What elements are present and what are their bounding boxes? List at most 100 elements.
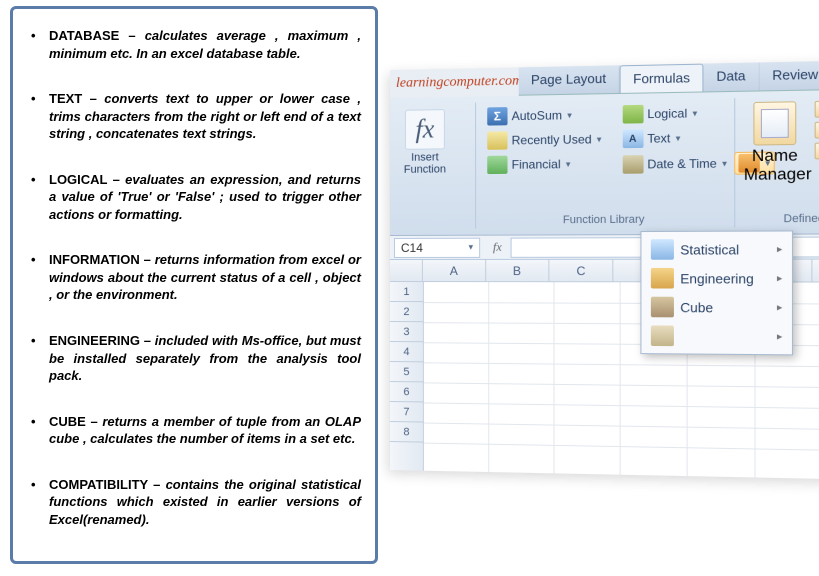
statistical-icon — [651, 239, 674, 260]
dd-label: Statistical — [680, 242, 739, 258]
chevron-down-icon: ▾ — [722, 158, 727, 169]
bullet-list: DATABASE – calculates average , maximum … — [27, 27, 361, 528]
group-title-defined-names: Defined Names — [735, 212, 819, 225]
row-header[interactable]: 2 — [390, 302, 423, 322]
excel-screenshot: learningcomputer.com Page Layout Formula… — [390, 60, 819, 480]
term: DATABASE — [49, 28, 119, 43]
dd-label: Cube — [680, 299, 713, 315]
bullet-information: INFORMATION – returns information from e… — [27, 251, 361, 304]
text-icon: A — [622, 129, 643, 148]
clock-icon — [622, 155, 643, 174]
dropdown-statistical[interactable]: Statistical ▸ — [645, 235, 789, 264]
lib-label: Financial — [512, 157, 561, 172]
row-header[interactable]: 7 — [390, 402, 423, 423]
select-all-corner[interactable] — [390, 260, 423, 281]
insert-fn-label2: Function — [398, 163, 452, 176]
extra-icon — [651, 325, 674, 346]
submenu-arrow-icon: ▸ — [777, 331, 782, 342]
term: INFORMATION — [49, 252, 140, 267]
name-box-value: C14 — [401, 240, 423, 254]
submenu-arrow-icon: ▸ — [777, 273, 782, 284]
dd-label: Engineering — [680, 271, 754, 287]
group-defined-names: Name Manager Define Nam Use in Form Crea… — [735, 96, 819, 228]
use-formula-icon — [815, 122, 819, 139]
chevron-down-icon: ▾ — [469, 242, 474, 253]
insert-fn-label1: Insert — [398, 151, 452, 164]
term: COMPATIBILITY — [49, 477, 148, 492]
insert-function-button[interactable]: fx Insert Function — [398, 107, 452, 176]
submenu-arrow-icon: ▸ — [777, 243, 782, 254]
dropdown-cube[interactable]: Cube ▸ — [645, 293, 789, 322]
more-functions-dropdown: Statistical ▸ Engineering ▸ Cube ▸ ▸ — [640, 230, 793, 355]
define-name-icon — [815, 101, 819, 118]
term: ENGINEERING — [49, 333, 140, 348]
row-header[interactable]: 8 — [390, 422, 423, 443]
logical-icon — [622, 105, 643, 124]
bullet-logical: LOGICAL – evaluates an expression, and r… — [27, 171, 361, 224]
create-from-icon — [815, 142, 819, 159]
row-header[interactable]: 4 — [390, 342, 423, 362]
dropdown-extra[interactable]: ▸ — [645, 321, 789, 351]
col-header-g[interactable]: G — [812, 259, 819, 281]
row-headers: 12345678 — [390, 282, 424, 471]
cube-menu-icon — [651, 297, 674, 318]
term: CUBE — [49, 414, 86, 429]
engineering-icon — [651, 268, 674, 289]
term: TEXT — [49, 91, 82, 106]
col-header-b[interactable]: B — [486, 260, 550, 281]
row-header[interactable]: 1 — [390, 282, 423, 302]
row-header[interactable]: 6 — [390, 382, 423, 402]
lib-recently-used[interactable]: Recently Used ▾ — [484, 129, 604, 151]
tab-data[interactable]: Data — [704, 62, 760, 91]
fx-label[interactable]: fx — [484, 240, 510, 255]
use-in-formula-button[interactable]: Use in Form — [815, 121, 819, 139]
chevron-down-icon: ▾ — [566, 158, 571, 169]
lib-label: Logical — [647, 106, 687, 121]
watermark-text: learningcomputer.com — [396, 73, 522, 92]
group-function-library: Σ AutoSum ▾ Recently Used ▾ Financial ▾ — [476, 98, 735, 229]
term: LOGICAL — [49, 172, 107, 187]
lib-label: AutoSum — [512, 108, 562, 123]
lib-date-time[interactable]: Date & Time ▾ — [619, 152, 730, 176]
group-title-function-library: Function Library — [476, 213, 734, 227]
dropdown-engineering[interactable]: Engineering ▸ — [645, 264, 789, 293]
bullet-engineering: ENGINEERING – included with Ms-office, b… — [27, 332, 361, 385]
desc: returns a member of tuple from an OLAP c… — [49, 414, 361, 447]
bullet-text: TEXT – converts text to upper or lower c… — [27, 90, 361, 143]
ribbon: fx Insert Function Σ AutoSum ▾ Recently … — [390, 89, 819, 236]
col-header-c[interactable]: C — [549, 260, 613, 281]
chevron-down-icon: ▾ — [692, 108, 697, 119]
define-name-button[interactable]: Define Nam — [815, 99, 819, 117]
chevron-down-icon: ▾ — [676, 133, 681, 144]
group-insert-function: fx Insert Function — [390, 103, 476, 229]
lib-label: Recently Used — [512, 132, 592, 147]
tab-formulas[interactable]: Formulas — [620, 64, 704, 93]
row-header[interactable]: 5 — [390, 362, 423, 382]
financial-icon — [487, 156, 507, 174]
lib-label: Date & Time — [647, 156, 717, 171]
tab-review[interactable]: Review — [759, 61, 819, 91]
name-mgr-label2: Manager — [744, 166, 806, 185]
recent-icon — [487, 131, 507, 149]
bullet-compatibility: COMPATIBILITY – contains the original st… — [27, 476, 361, 529]
desc: converts text to upper or lower case , t… — [49, 91, 361, 141]
bullet-cube: CUBE – returns a member of tuple from an… — [27, 413, 361, 448]
name-manager-icon — [753, 101, 796, 145]
col-header-a[interactable]: A — [423, 260, 486, 281]
lib-label: Text — [647, 131, 670, 146]
bullet-database: DATABASE – calculates average , maximum … — [27, 27, 361, 62]
chevron-down-icon: ▾ — [567, 110, 572, 121]
chevron-down-icon: ▾ — [597, 134, 602, 145]
lib-financial[interactable]: Financial ▾ — [484, 153, 604, 175]
fx-icon: fx — [405, 109, 445, 150]
definitions-panel: DATABASE – calculates average , maximum … — [10, 6, 378, 564]
name-mgr-label1: Name — [744, 147, 806, 166]
row-header[interactable]: 3 — [390, 322, 423, 342]
sigma-icon: Σ — [487, 107, 507, 126]
lib-autosum[interactable]: Σ AutoSum ▾ — [484, 104, 604, 126]
name-manager-button[interactable]: Name Manager — [744, 101, 806, 185]
tab-page-layout[interactable]: Page Layout — [519, 65, 620, 94]
name-box[interactable]: C14 ▾ — [394, 237, 480, 257]
submenu-arrow-icon: ▸ — [777, 302, 782, 313]
create-from-button[interactable]: Create from — [815, 142, 819, 160]
